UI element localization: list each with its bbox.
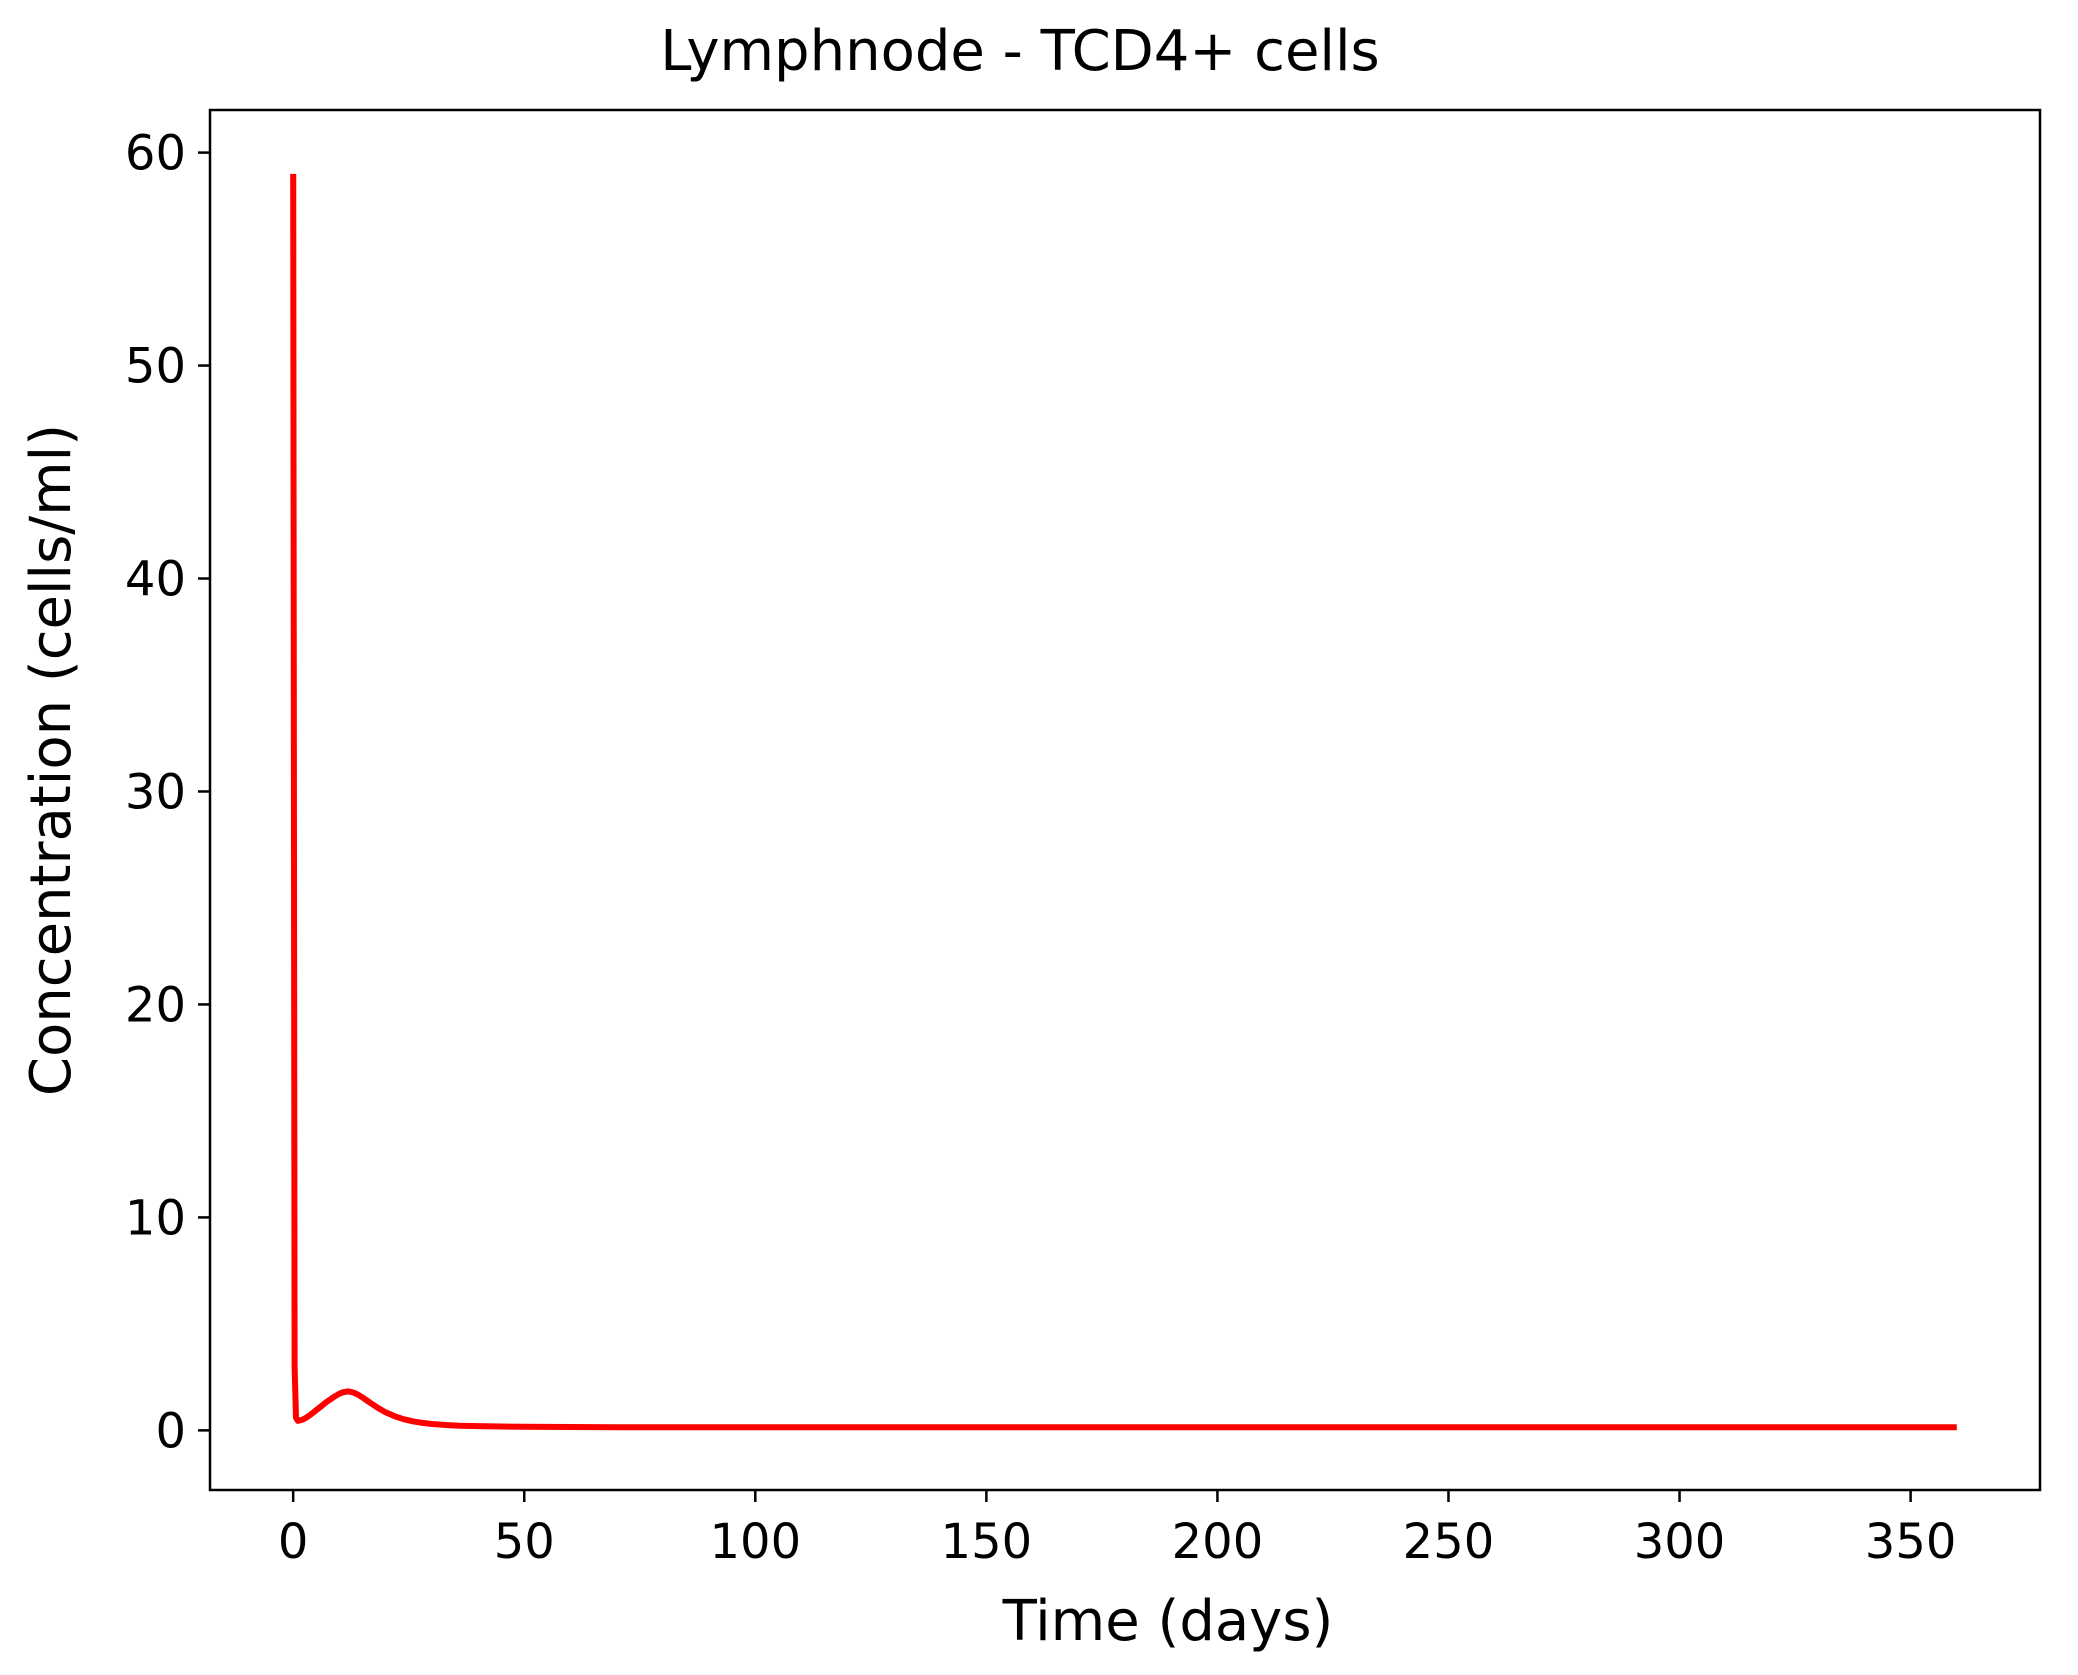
- x-axis-label: Time (days): [1002, 1589, 1334, 1654]
- chart-title: Lymphnode - TCD4+ cells: [660, 19, 1379, 84]
- y-tick-label: 20: [125, 977, 186, 1033]
- y-tick-label: 30: [125, 764, 186, 820]
- x-tick-label: 200: [1172, 1514, 1264, 1570]
- plot-area: 0 50 100 150 200 250 300 350 0 10 20 30 40 50 60: [125, 108, 2042, 1570]
- x-tick-label: 250: [1403, 1514, 1495, 1570]
- y-tick-label: 0: [155, 1403, 186, 1459]
- plot-frame: [208, 108, 2042, 1492]
- y-tick-label: 50: [125, 339, 186, 395]
- x-tick-label: 350: [1865, 1514, 1957, 1570]
- x-tick-label: 100: [709, 1514, 801, 1570]
- x-tick-label: 300: [1634, 1514, 1726, 1570]
- y-tick-label: 40: [125, 552, 186, 608]
- x-tick-label: 50: [494, 1514, 555, 1570]
- x-tick-label: 0: [278, 1514, 309, 1570]
- x-tick-label: 150: [941, 1514, 1033, 1570]
- y-tick-label: 10: [125, 1190, 186, 1246]
- series-line-0: [290, 173, 1957, 1431]
- y-axis-label: Concentration (cells/ml): [19, 424, 84, 1096]
- y-tick-label: 60: [125, 126, 186, 182]
